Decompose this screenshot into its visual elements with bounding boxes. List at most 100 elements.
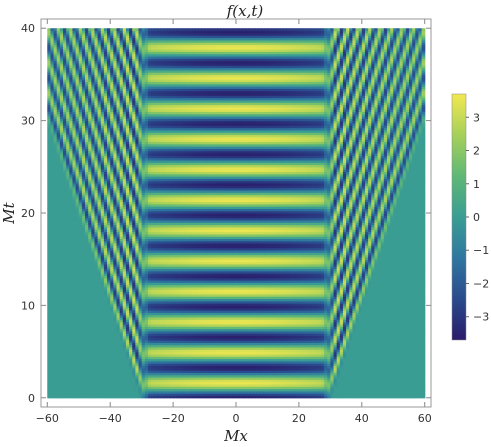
heatmap-cell xyxy=(198,383,203,387)
heatmap-cell xyxy=(368,319,372,323)
heatmap-cell xyxy=(308,319,313,323)
heatmap-cell xyxy=(267,333,272,337)
heatmap-cell xyxy=(396,379,401,383)
heatmap-cell xyxy=(213,353,218,357)
heatmap-cell xyxy=(94,365,99,369)
heatmap-cell xyxy=(242,335,247,339)
heatmap-cell xyxy=(251,335,256,339)
heatmap-cell xyxy=(182,367,187,371)
heatmap-cell xyxy=(100,340,105,343)
heatmap-cell xyxy=(173,388,177,392)
heatmap-cell xyxy=(81,372,86,376)
heatmap-cell xyxy=(182,321,187,325)
heatmap-cell xyxy=(386,316,391,320)
heatmap-cell xyxy=(107,353,111,357)
heatmap-cell xyxy=(69,374,74,378)
heatmap-cell xyxy=(327,360,331,364)
heatmap-cell xyxy=(191,370,196,373)
heatmap-cell xyxy=(393,390,398,394)
heatmap-cell xyxy=(56,383,61,387)
heatmap-cell xyxy=(129,328,133,332)
heatmap-cell xyxy=(361,376,366,380)
heatmap-cell xyxy=(383,316,388,320)
heatmap-cell xyxy=(311,344,316,348)
heatmap-cell xyxy=(210,358,215,362)
heatmap-cell xyxy=(91,342,96,346)
heatmap-cell xyxy=(273,349,278,353)
heatmap-cell xyxy=(258,337,262,341)
heatmap-cell xyxy=(270,386,275,390)
heatmap-cell xyxy=(63,370,67,373)
heatmap-cell xyxy=(355,386,360,390)
heatmap-cell xyxy=(100,335,105,339)
heatmap-cell xyxy=(198,363,203,367)
heatmap-cell xyxy=(286,337,291,341)
heatmap-cell xyxy=(342,376,347,380)
heatmap-cell xyxy=(232,340,237,343)
heatmap-cell xyxy=(69,388,74,392)
heatmap-cell xyxy=(213,358,218,362)
heatmap-cell xyxy=(349,390,353,394)
heatmap-cell xyxy=(421,390,426,394)
heatmap-cell xyxy=(195,367,199,371)
heatmap-cell xyxy=(273,321,278,325)
heatmap-cell xyxy=(239,374,243,378)
heatmap-cell xyxy=(292,323,297,327)
heatmap-cell xyxy=(47,376,52,380)
heatmap-cell xyxy=(390,383,394,387)
heatmap-cell xyxy=(302,381,306,385)
heatmap-cell xyxy=(223,393,228,397)
heatmap-cell xyxy=(402,349,407,353)
heatmap-cell xyxy=(314,319,319,323)
heatmap-cell xyxy=(91,321,96,325)
heatmap-cell xyxy=(66,358,70,362)
heatmap-cell xyxy=(289,333,294,337)
heatmap-cell xyxy=(390,342,394,346)
heatmap-cell xyxy=(317,381,322,385)
heatmap-cell xyxy=(273,316,278,320)
heatmap-cell xyxy=(185,319,190,323)
heatmap-cell xyxy=(188,316,193,320)
heatmap-cell xyxy=(364,381,369,385)
heatmap-cell xyxy=(405,379,410,383)
heatmap-cell xyxy=(154,395,158,399)
heatmap-cell xyxy=(204,316,209,320)
heatmap-cell xyxy=(368,340,372,343)
heatmap-cell xyxy=(138,374,143,378)
heatmap-cell xyxy=(217,381,221,385)
heatmap-cell xyxy=(195,321,199,325)
heatmap-cell xyxy=(59,321,64,325)
heatmap-cell xyxy=(273,393,278,397)
heatmap-cell xyxy=(201,333,206,337)
heatmap-cell xyxy=(358,388,363,392)
heatmap-cell xyxy=(97,330,102,334)
heatmap-cell xyxy=(85,337,89,341)
heatmap-cell xyxy=(75,333,80,337)
heatmap-cell xyxy=(248,321,253,325)
heatmap-cell xyxy=(220,374,225,378)
heatmap-cell xyxy=(85,326,89,330)
heatmap-cell xyxy=(421,335,426,339)
heatmap-cell xyxy=(198,319,203,323)
heatmap-cell xyxy=(144,393,149,397)
heatmap-cell xyxy=(147,337,152,341)
heatmap-cell xyxy=(151,379,155,383)
heatmap-cell xyxy=(408,340,413,343)
heatmap-cell xyxy=(390,363,394,367)
heatmap-cell xyxy=(53,342,58,346)
heatmap-cell xyxy=(47,326,52,330)
heatmap-cell xyxy=(125,376,130,380)
heatmap-cell xyxy=(390,340,394,343)
heatmap-cell xyxy=(59,319,64,323)
heatmap-cell xyxy=(207,395,212,399)
heatmap-cell xyxy=(94,349,99,353)
heatmap-cell xyxy=(113,330,118,334)
heatmap-cell xyxy=(342,349,347,353)
heatmap-cell xyxy=(125,349,130,353)
heatmap-cell xyxy=(169,330,174,334)
heatmap-cell xyxy=(261,321,265,325)
heatmap-cell xyxy=(226,358,231,362)
heatmap-cell xyxy=(135,346,140,350)
heatmap-cell xyxy=(342,337,347,341)
heatmap-cell xyxy=(176,326,180,330)
